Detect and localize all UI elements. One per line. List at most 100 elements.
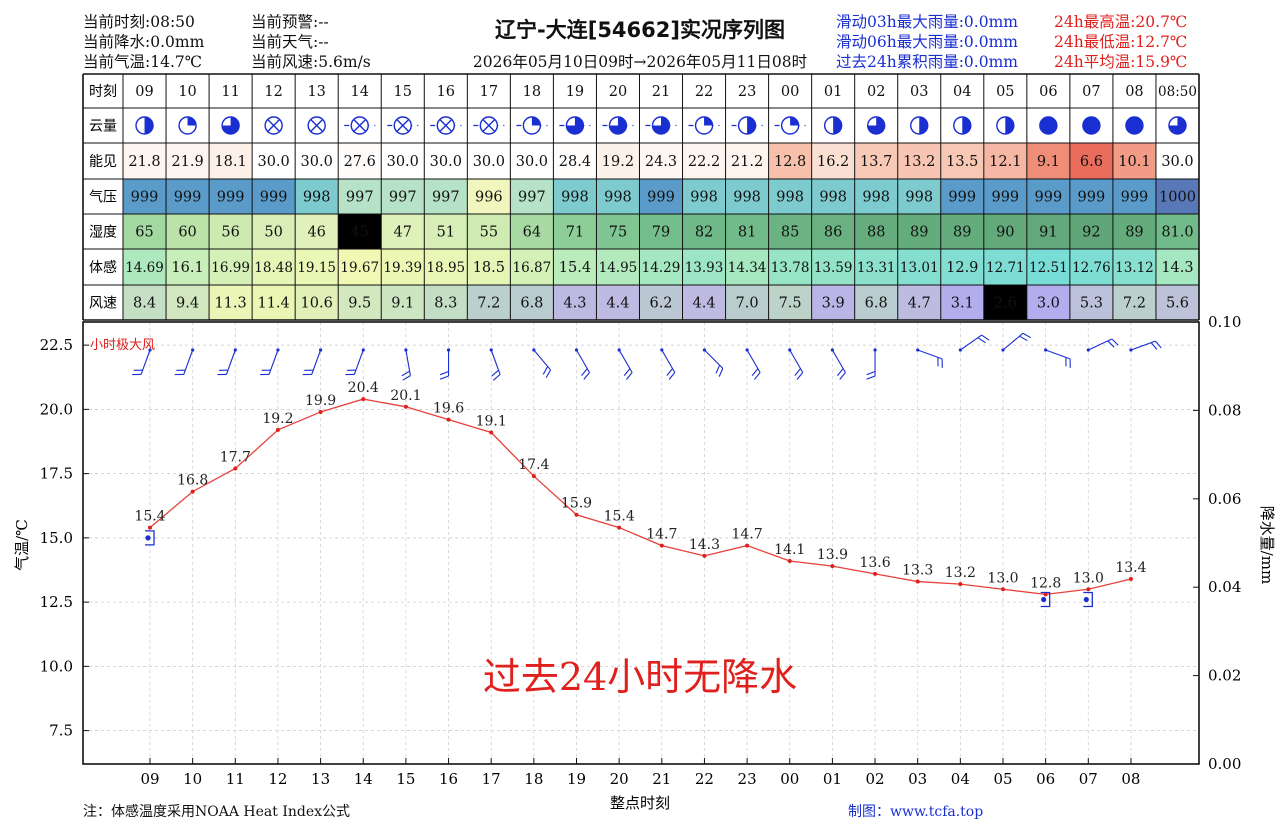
wind-speed-cell: 7.0 — [725, 285, 769, 320]
svg-text:30.0: 30.0 — [257, 154, 289, 170]
svg-text:47: 47 — [394, 225, 412, 241]
temperature-point — [1043, 592, 1048, 597]
svg-text:18.5: 18.5 — [473, 260, 505, 276]
chart-period: 2026年05月10日09时→2026年05月11日08时 — [472, 53, 808, 71]
temperature-data-label: 20.1 — [390, 388, 421, 404]
svg-text:16: 16 — [437, 84, 455, 100]
cloud-cover-obscured-icon — [430, 116, 462, 135]
svg-text:03: 03 — [910, 84, 928, 100]
svg-text:85: 85 — [781, 225, 799, 241]
cloud-cover-half-icon — [953, 116, 972, 135]
wind-barb — [345, 348, 365, 376]
svg-text:8.3: 8.3 — [434, 296, 457, 312]
svg-text:2.6: 2.6 — [994, 296, 1017, 312]
feels-like-cell: 14.29 — [639, 249, 683, 285]
svg-text:13.59: 13.59 — [814, 260, 853, 276]
svg-text:9.5: 9.5 — [348, 296, 371, 312]
hour-cell: 05 — [983, 74, 1027, 108]
svg-text:998: 998 — [690, 190, 718, 206]
humidity-cell: 89 — [940, 214, 984, 249]
svg-text:998: 998 — [604, 190, 632, 206]
svg-text:997: 997 — [389, 190, 417, 206]
x-tick-label: 15 — [396, 770, 415, 788]
cloud-cover-three-quarter-icon — [221, 116, 240, 135]
svg-text:999: 999 — [217, 190, 245, 206]
humidity-cell: 89 — [1112, 214, 1156, 249]
svg-text:9.4: 9.4 — [176, 296, 199, 312]
feels-like-cell: 13.93 — [682, 249, 726, 285]
cloud-cover-quarter-icon — [178, 116, 197, 135]
wind-speed-cell: 5.6 — [1155, 285, 1199, 320]
temperature-data-label: 13.3 — [902, 563, 933, 579]
svg-text:75: 75 — [609, 225, 627, 241]
svg-text:16.2: 16.2 — [817, 154, 849, 170]
pressure-cell: 998 — [596, 179, 640, 214]
cloud-cover-three-quarter-icon — [867, 116, 886, 135]
cloud-cover-obscured-icon — [307, 116, 326, 135]
grid — [83, 322, 1199, 764]
svg-text:13.5: 13.5 — [946, 154, 978, 170]
svg-text:3.1: 3.1 — [951, 296, 974, 312]
temp-stats: 24h最高温:20.7℃ 24h最低温:12.7℃ 24h平均温:15.9℃ — [1054, 12, 1187, 72]
svg-text:16.87: 16.87 — [513, 260, 552, 276]
svg-text:07: 07 — [1082, 84, 1100, 100]
temperature-data-label: 12.8 — [1030, 575, 1061, 591]
visibility-cell: 21.8 — [123, 143, 167, 179]
svg-text:51: 51 — [437, 225, 455, 241]
wind-speed-cell: 8.3 — [424, 285, 468, 320]
cloud-cover-three-quarter-icon — [559, 116, 591, 135]
svg-text:21: 21 — [652, 84, 670, 100]
temperature-point — [1128, 576, 1133, 581]
temperature-data-label: 13.0 — [987, 570, 1018, 586]
visibility-cell: 16.2 — [811, 143, 855, 179]
wind-speed-cell: 7.2 — [1112, 285, 1156, 320]
svg-text:12.71: 12.71 — [986, 260, 1025, 276]
wind-barb — [1001, 332, 1032, 352]
temperature-data-label: 13.0 — [1073, 570, 1104, 586]
cloud-cover-obscured-icon — [264, 116, 283, 135]
x-tick-label: 06 — [1036, 770, 1055, 788]
x-tick-label: 20 — [610, 770, 629, 788]
pressure-cell: 999 — [123, 179, 167, 214]
svg-text:997: 997 — [518, 190, 546, 206]
svg-text:46: 46 — [307, 225, 325, 241]
svg-text:14: 14 — [350, 84, 368, 100]
wind-speed-cell: 10.6 — [295, 285, 339, 320]
x-tick-label: 04 — [951, 770, 970, 788]
x-tick-label: 14 — [354, 770, 373, 788]
wind-barb — [532, 348, 552, 379]
svg-text:81: 81 — [738, 225, 756, 241]
feels-like-cell: 14.3 — [1155, 249, 1199, 285]
svg-text:50: 50 — [264, 225, 282, 241]
svg-text:7.5: 7.5 — [779, 296, 802, 312]
wind-speed-cell: 4.4 — [596, 285, 640, 320]
svg-text:12.8: 12.8 — [774, 154, 806, 170]
hour-cell: 00 — [768, 74, 812, 108]
svg-text:65: 65 — [135, 225, 153, 241]
rain-24h: 过去24h累积雨量:0.0mm — [836, 53, 1018, 71]
wind-speed-cell: 2.6 — [983, 285, 1027, 320]
svg-text:00: 00 — [781, 84, 799, 100]
svg-text:30.0: 30.0 — [516, 154, 548, 170]
visibility-cell: 19.2 — [596, 143, 640, 179]
temperature-data-label: 13.6 — [859, 555, 890, 571]
cloud-cover-half-icon — [135, 116, 154, 135]
svg-text:30.0: 30.0 — [430, 154, 462, 170]
svg-text:18.48: 18.48 — [254, 260, 293, 276]
svg-text:27.6: 27.6 — [344, 154, 376, 170]
feels-like-cell: 16.99 — [209, 249, 253, 285]
visibility-cell: 18.1 — [209, 143, 253, 179]
cloud-cover-full-icon — [1039, 116, 1058, 135]
temperature-point — [617, 525, 622, 530]
pressure-cell: 999 — [983, 179, 1027, 214]
temperature-line — [149, 398, 1132, 596]
svg-text:91: 91 — [1039, 225, 1057, 241]
temperature-data-label: 17.7 — [220, 449, 251, 465]
hour-cell: 15 — [381, 74, 425, 108]
svg-text:16.1: 16.1 — [171, 260, 203, 276]
svg-text:4.7: 4.7 — [908, 296, 931, 312]
humidity-cell: 92 — [1069, 214, 1113, 249]
hour-cell: 06 — [1026, 74, 1070, 108]
pressure-cell: 999 — [166, 179, 210, 214]
feels-like-cell: 18.95 — [424, 249, 468, 285]
